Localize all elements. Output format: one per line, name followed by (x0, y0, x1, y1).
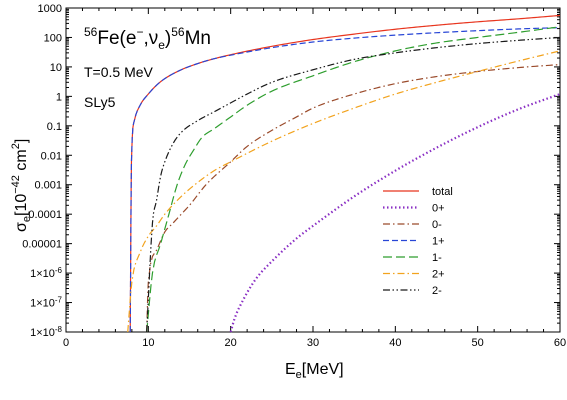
annotation-model: SLy5 (84, 94, 116, 110)
y-tick-label: 1000 (38, 3, 62, 15)
y-label-unit1: [10 (13, 194, 30, 216)
plot-area (65, 7, 561, 333)
plot-frame (65, 7, 561, 333)
title-minus: − (136, 25, 143, 39)
series-line-total (129, 14, 561, 333)
legend-label-2-: 2- (432, 285, 442, 297)
y-label-unit2: cm (13, 149, 30, 175)
title-base1: Fe(e (97, 28, 136, 49)
y-tick-label: 0.0001 (28, 209, 62, 221)
y-tick-label: 0.00001 (22, 239, 62, 251)
annotation-temperature: T=0.5 MeV (84, 64, 154, 80)
y-tick-label: 100 (44, 32, 62, 44)
series-group (127, 14, 561, 333)
x-label-main: E (285, 361, 296, 378)
x-label-sub: e (296, 369, 302, 381)
title-close: ) (165, 28, 171, 49)
legend-label-1+: 1+ (432, 236, 445, 248)
title-pre-isotope: 56 (84, 25, 98, 39)
title-base2: Mn (185, 28, 211, 49)
legend-label-0+: 0+ (432, 203, 445, 215)
series-line-0- (146, 63, 561, 333)
series-line-0+ (229, 92, 561, 333)
series-line-2+ (127, 50, 561, 333)
y-label-exp2: 2 (10, 143, 22, 149)
y-label-sub: e (21, 216, 33, 222)
x-tick-label: 60 (554, 337, 566, 349)
y-label-unit3: ] (13, 139, 30, 143)
chart-title: 56Fe(e−,νe)56Mn (84, 25, 211, 52)
x-axis-label: Ee[MeV] (285, 361, 344, 381)
legend: total 0+ 0- 1+ 1- 2+ 2- (383, 186, 453, 297)
y-tick-label: 1 (56, 91, 62, 103)
x-tick-label: 30 (307, 337, 319, 349)
x-tick-label: 50 (472, 337, 484, 349)
x-tick-label: 40 (389, 337, 401, 349)
title-mid: ,ν (143, 28, 158, 49)
y-label-exp: −42 (10, 175, 22, 194)
y-axis-label: σe[10−42 cm2] (10, 139, 33, 232)
y-tick-label: 10 (50, 62, 62, 74)
y-label-main: σ (13, 222, 30, 232)
x-tick-label: 20 (225, 337, 237, 349)
y-tick-label: 0.001 (34, 180, 62, 192)
legend-label-0-: 0- (432, 219, 442, 231)
y-tick-label: 0.1 (47, 121, 62, 133)
y-tick-label: 1×10-7 (30, 296, 62, 310)
y-tick-label: 0.01 (41, 150, 62, 162)
legend-label-2+: 2+ (432, 269, 445, 281)
series-line-1+ (129, 27, 561, 333)
title-sub: e (158, 38, 165, 52)
y-tick-label: 1×10-6 (30, 266, 62, 280)
x-tick-label: 10 (142, 337, 154, 349)
series-line-2- (146, 36, 561, 333)
series-line-1- (146, 26, 561, 333)
legend-label-1-: 1- (432, 252, 442, 264)
x-label-unit: [MeV] (302, 361, 344, 378)
x-tick-label: 0 (63, 337, 69, 349)
title-pre-isotope-2: 56 (171, 25, 185, 39)
legend-label-total: total (432, 186, 453, 198)
y-tick-label: 1×10-8 (30, 325, 62, 339)
axes: 0 10 20 30 40 50 60 1×10-8 1×10-7 1×10-6 0.00001 0.… (22, 3, 566, 349)
